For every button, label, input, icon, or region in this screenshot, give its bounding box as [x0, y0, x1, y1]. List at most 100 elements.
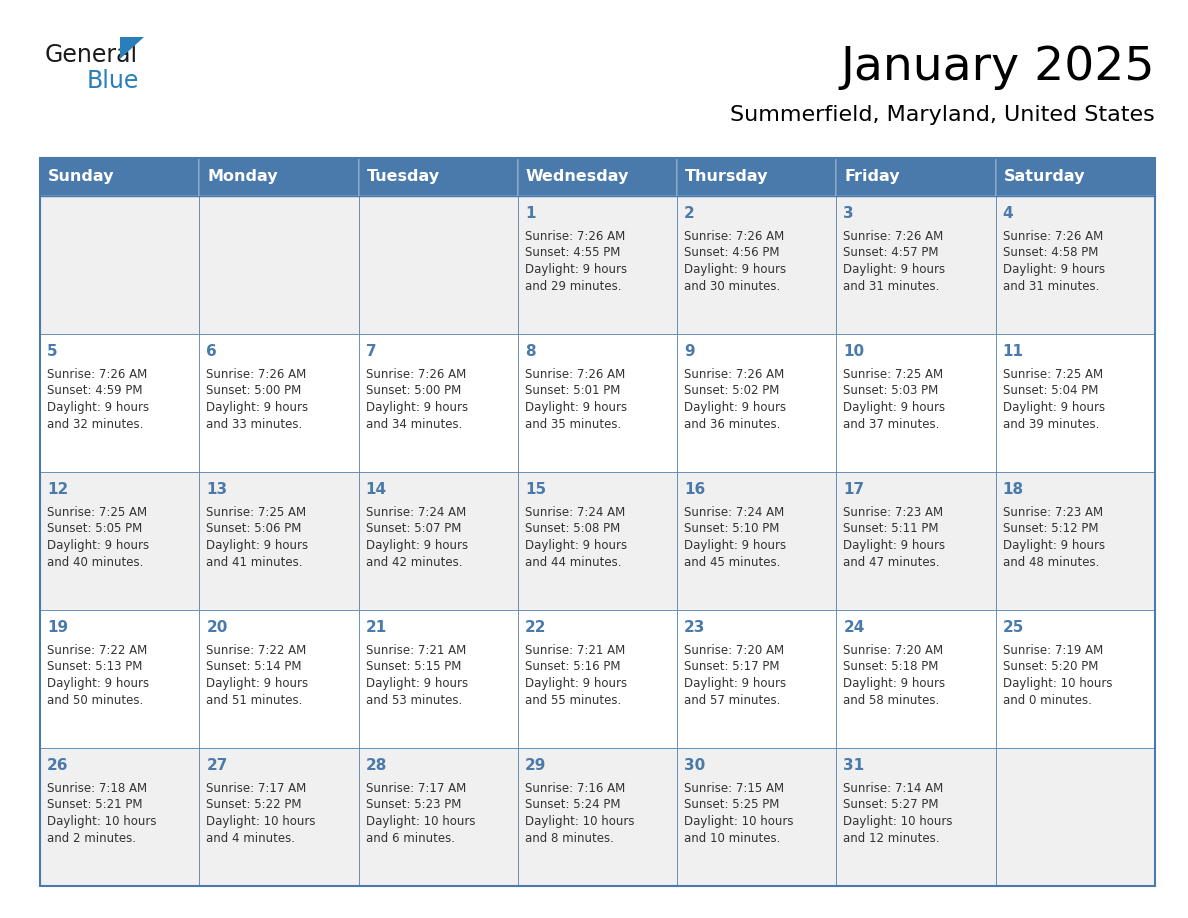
Bar [40, 334, 200, 472]
Text: Daylight: 9 hours: Daylight: 9 hours [366, 401, 468, 414]
Bar [677, 196, 836, 334]
Text: Sunrise: 7:24 AM: Sunrise: 7:24 AM [525, 506, 625, 519]
Text: 29: 29 [525, 758, 546, 773]
Text: Daylight: 9 hours: Daylight: 9 hours [48, 539, 150, 552]
Text: Daylight: 10 hours: Daylight: 10 hours [525, 815, 634, 828]
Text: and 30 minutes.: and 30 minutes. [684, 279, 781, 293]
Text: 10: 10 [843, 344, 865, 359]
Bar [677, 472, 836, 610]
Text: Daylight: 10 hours: Daylight: 10 hours [1003, 677, 1112, 690]
Text: 26: 26 [48, 758, 69, 773]
Text: 27: 27 [207, 758, 228, 773]
Text: and 40 minutes.: and 40 minutes. [48, 555, 144, 568]
Text: Sunrise: 7:25 AM: Sunrise: 7:25 AM [207, 506, 307, 519]
Text: Daylight: 9 hours: Daylight: 9 hours [525, 677, 627, 690]
Text: and 42 minutes.: and 42 minutes. [366, 555, 462, 568]
Text: and 31 minutes.: and 31 minutes. [1003, 279, 1099, 293]
Text: and 29 minutes.: and 29 minutes. [525, 279, 621, 293]
Text: Sunset: 4:58 PM: Sunset: 4:58 PM [1003, 247, 1098, 260]
Text: Sunrise: 7:26 AM: Sunrise: 7:26 AM [843, 230, 943, 243]
Text: Sunrise: 7:26 AM: Sunrise: 7:26 AM [684, 368, 784, 381]
Text: 25: 25 [1003, 620, 1024, 635]
Text: and 45 minutes.: and 45 minutes. [684, 555, 781, 568]
Bar [40, 196, 200, 334]
Bar [200, 610, 359, 748]
Bar [836, 748, 996, 886]
Text: Daylight: 9 hours: Daylight: 9 hours [1003, 539, 1105, 552]
Text: Sunset: 5:02 PM: Sunset: 5:02 PM [684, 385, 779, 397]
Text: Daylight: 9 hours: Daylight: 9 hours [843, 539, 946, 552]
Bar [996, 196, 1155, 334]
Text: and 12 minutes.: and 12 minutes. [843, 832, 940, 845]
Bar [836, 334, 996, 472]
Text: Wednesday: Wednesday [526, 170, 630, 185]
Text: Sunset: 5:22 PM: Sunset: 5:22 PM [207, 799, 302, 812]
Bar [677, 748, 836, 886]
Text: Sunset: 5:04 PM: Sunset: 5:04 PM [1003, 385, 1098, 397]
Bar [518, 334, 677, 472]
Bar [996, 158, 1155, 196]
Text: 9: 9 [684, 344, 695, 359]
Text: 6: 6 [207, 344, 217, 359]
Text: January 2025: January 2025 [840, 46, 1155, 91]
Text: and 6 minutes.: and 6 minutes. [366, 832, 455, 845]
Text: 2: 2 [684, 206, 695, 221]
Bar [359, 472, 518, 610]
Text: Daylight: 9 hours: Daylight: 9 hours [525, 263, 627, 276]
Bar [996, 610, 1155, 748]
Text: and 48 minutes.: and 48 minutes. [1003, 555, 1099, 568]
Bar [40, 158, 1155, 886]
Text: Blue: Blue [87, 69, 139, 93]
Text: Sunrise: 7:26 AM: Sunrise: 7:26 AM [1003, 230, 1102, 243]
Text: Sunrise: 7:26 AM: Sunrise: 7:26 AM [684, 230, 784, 243]
Text: Sunset: 5:21 PM: Sunset: 5:21 PM [48, 799, 143, 812]
Bar [677, 610, 836, 748]
Text: 28: 28 [366, 758, 387, 773]
Text: Sunset: 5:15 PM: Sunset: 5:15 PM [366, 660, 461, 674]
Text: General: General [45, 43, 138, 67]
Text: Sunset: 5:16 PM: Sunset: 5:16 PM [525, 660, 620, 674]
Text: Sunrise: 7:17 AM: Sunrise: 7:17 AM [207, 782, 307, 795]
Text: 30: 30 [684, 758, 706, 773]
Bar [40, 610, 200, 748]
Text: Sunset: 5:08 PM: Sunset: 5:08 PM [525, 522, 620, 535]
Text: Daylight: 9 hours: Daylight: 9 hours [684, 263, 786, 276]
Text: Sunrise: 7:21 AM: Sunrise: 7:21 AM [366, 644, 466, 657]
Text: Sunrise: 7:19 AM: Sunrise: 7:19 AM [1003, 644, 1102, 657]
Text: Sunday: Sunday [48, 170, 114, 185]
Bar [200, 748, 359, 886]
Bar [518, 610, 677, 748]
Text: Sunset: 4:57 PM: Sunset: 4:57 PM [843, 247, 939, 260]
Text: 15: 15 [525, 482, 546, 497]
Text: 12: 12 [48, 482, 68, 497]
Text: and 8 minutes.: and 8 minutes. [525, 832, 614, 845]
Bar [996, 334, 1155, 472]
Text: Sunset: 4:55 PM: Sunset: 4:55 PM [525, 247, 620, 260]
Text: Thursday: Thursday [685, 170, 769, 185]
Text: Daylight: 9 hours: Daylight: 9 hours [1003, 401, 1105, 414]
Text: 16: 16 [684, 482, 706, 497]
Text: Daylight: 10 hours: Daylight: 10 hours [207, 815, 316, 828]
Text: Sunset: 5:00 PM: Sunset: 5:00 PM [366, 385, 461, 397]
Text: and 58 minutes.: and 58 minutes. [843, 693, 940, 707]
Text: and 39 minutes.: and 39 minutes. [1003, 418, 1099, 431]
Text: Sunset: 5:17 PM: Sunset: 5:17 PM [684, 660, 779, 674]
Text: Sunset: 5:20 PM: Sunset: 5:20 PM [1003, 660, 1098, 674]
Text: 3: 3 [843, 206, 854, 221]
Text: 1: 1 [525, 206, 536, 221]
Text: and 10 minutes.: and 10 minutes. [684, 832, 781, 845]
Text: Summerfield, Maryland, United States: Summerfield, Maryland, United States [731, 105, 1155, 125]
Text: Sunset: 5:18 PM: Sunset: 5:18 PM [843, 660, 939, 674]
Text: Sunrise: 7:22 AM: Sunrise: 7:22 AM [207, 644, 307, 657]
Bar [359, 196, 518, 334]
Text: 14: 14 [366, 482, 387, 497]
Text: Sunset: 5:05 PM: Sunset: 5:05 PM [48, 522, 143, 535]
Text: 23: 23 [684, 620, 706, 635]
Text: Tuesday: Tuesday [367, 170, 440, 185]
Text: 19: 19 [48, 620, 68, 635]
Text: and 55 minutes.: and 55 minutes. [525, 693, 621, 707]
Text: Daylight: 10 hours: Daylight: 10 hours [684, 815, 794, 828]
Bar [40, 748, 200, 886]
Polygon shape [120, 37, 144, 59]
Text: Sunrise: 7:26 AM: Sunrise: 7:26 AM [366, 368, 466, 381]
